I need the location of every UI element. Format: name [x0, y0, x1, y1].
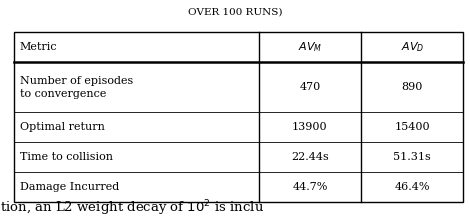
Text: 44.7%: 44.7% [292, 182, 328, 192]
Text: Damage Incurred: Damage Incurred [20, 182, 119, 192]
Text: tion, an L2 weight decay of $10^2$ is inclu: tion, an L2 weight decay of $10^2$ is in… [0, 198, 264, 218]
Text: $AV_M$: $AV_M$ [298, 40, 322, 54]
Text: OVER 100 RUNS): OVER 100 RUNS) [188, 8, 282, 17]
Text: Number of episodes
to convergence: Number of episodes to convergence [20, 75, 133, 99]
Text: $AV_D$: $AV_D$ [400, 40, 424, 54]
Text: 470: 470 [299, 82, 321, 92]
Text: 15400: 15400 [394, 122, 430, 132]
Text: Optimal return: Optimal return [20, 122, 105, 132]
Text: 22.44s: 22.44s [291, 152, 329, 162]
Text: 46.4%: 46.4% [394, 182, 430, 192]
Text: 51.31s: 51.31s [393, 152, 431, 162]
Text: Time to collision: Time to collision [20, 152, 113, 162]
Text: 13900: 13900 [292, 122, 328, 132]
Text: Metric: Metric [20, 42, 57, 52]
Text: 890: 890 [401, 82, 423, 92]
